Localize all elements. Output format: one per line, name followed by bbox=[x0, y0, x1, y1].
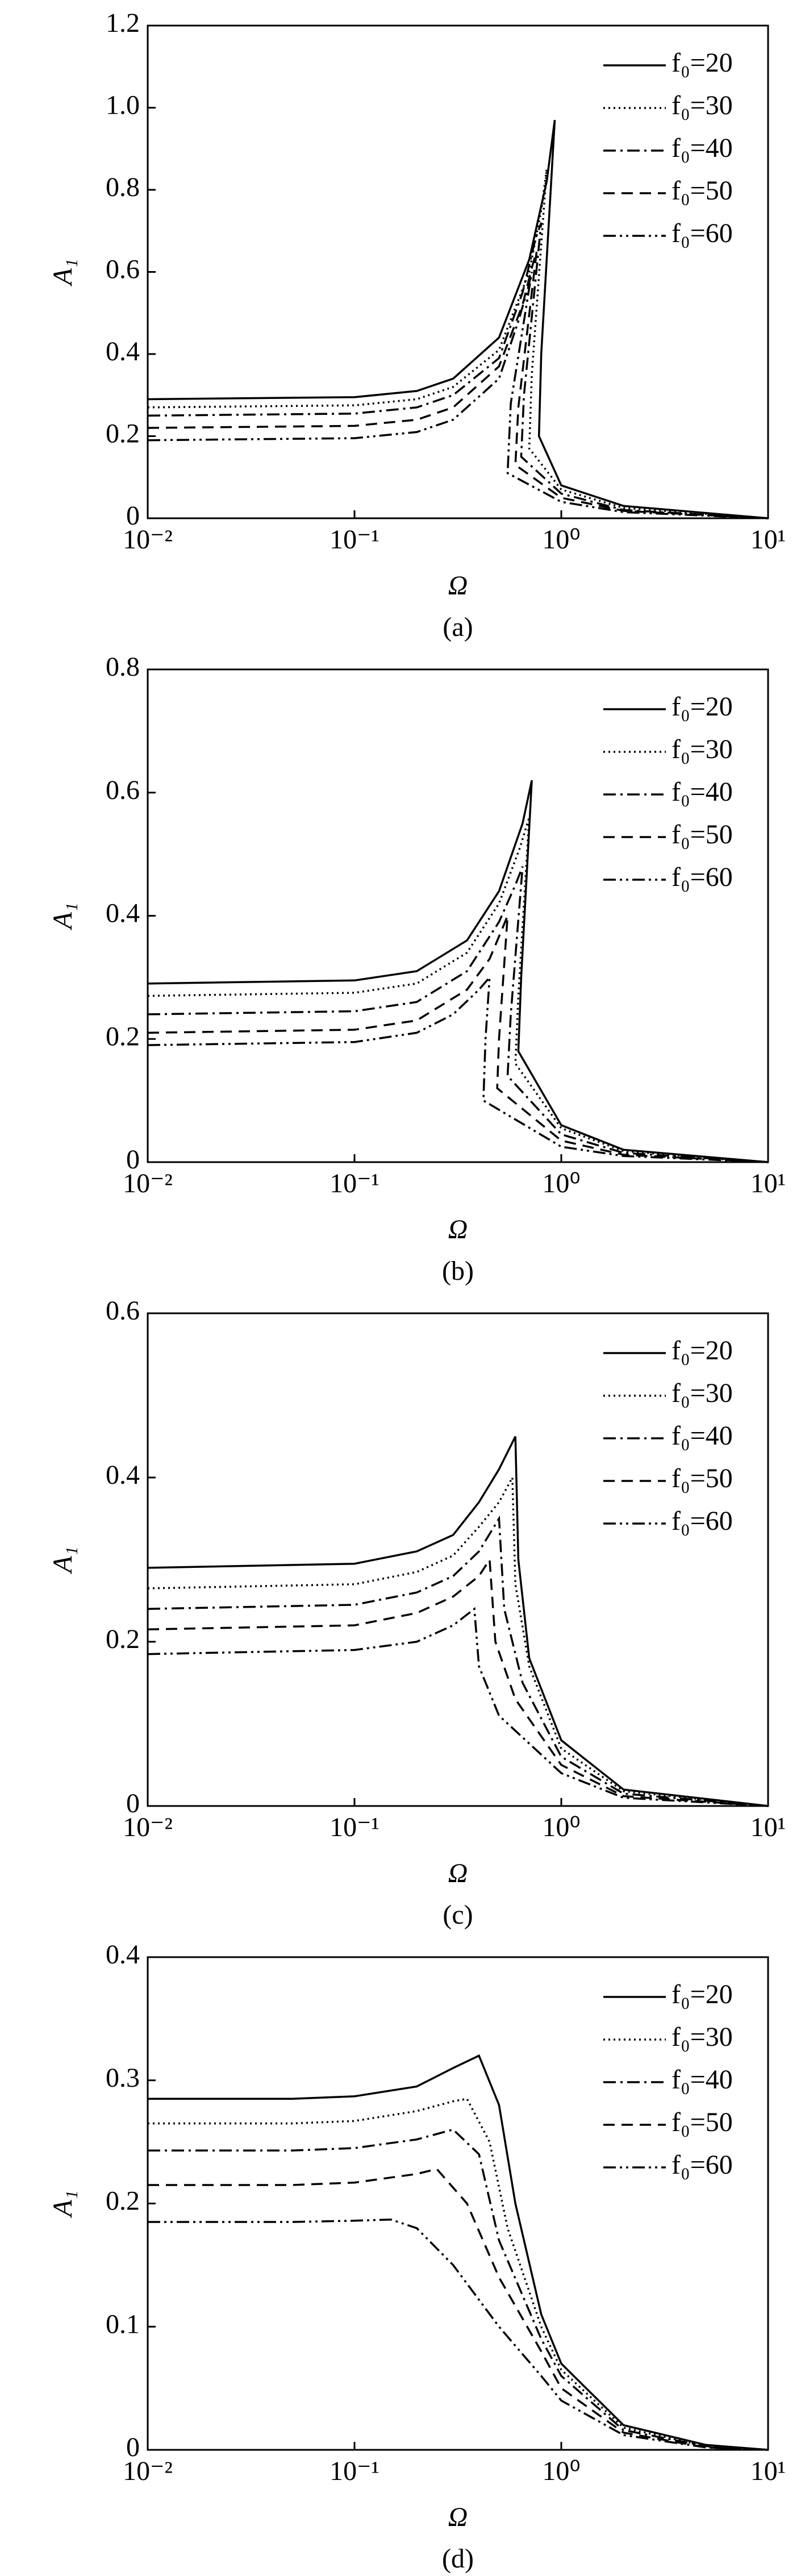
legend-label: f₀=20 bbox=[671, 692, 733, 722]
caption: (d) bbox=[442, 2544, 474, 2574]
series-line bbox=[147, 222, 769, 519]
series-line bbox=[147, 272, 769, 519]
x-tick-label: 10⁰ bbox=[542, 2456, 580, 2486]
series-line bbox=[147, 1557, 769, 1807]
series-line bbox=[147, 1436, 769, 1807]
y-axis-label: A₁ bbox=[48, 1546, 78, 1574]
x-tick-label: 10¹ bbox=[750, 2456, 786, 2486]
series-line bbox=[148, 2054, 769, 2451]
series-line bbox=[147, 780, 769, 1163]
chart-panel: 0 0.1 0.2 0.3 0.4 10⁻² 10⁻¹ 10⁰ 10¹ Ω A₁ (d) f₀=20 f₀… bbox=[48, 1940, 786, 2574]
series-line bbox=[148, 2218, 769, 2451]
y-tick-label: 0.6 bbox=[106, 775, 140, 805]
series-line bbox=[147, 119, 769, 519]
y-tick-label: 0.4 bbox=[106, 1940, 140, 1970]
caption: (b) bbox=[442, 1256, 474, 1286]
x-tick-label: 10⁻² bbox=[123, 1168, 173, 1198]
legend-label: f₀=30 bbox=[671, 90, 733, 120]
x-tick-label: 10⁻¹ bbox=[329, 1168, 379, 1198]
y-tick-label: 0.8 bbox=[106, 652, 140, 682]
series-line bbox=[148, 2128, 769, 2451]
legend-label: f₀=30 bbox=[671, 1378, 733, 1408]
x-tick-label: 10¹ bbox=[750, 1812, 786, 1842]
x-axis-label: Ω bbox=[448, 571, 468, 601]
x-axis-label: Ω bbox=[448, 1214, 468, 1245]
caption: (a) bbox=[443, 612, 473, 642]
legend-label: f₀=40 bbox=[671, 133, 733, 163]
y-tick-label: 1.2 bbox=[106, 8, 140, 38]
legend-label: f₀=50 bbox=[671, 2107, 733, 2137]
y-tick-label: 0 bbox=[126, 1788, 140, 1818]
y-tick-label: 0.2 bbox=[106, 1021, 140, 1051]
x-tick-label: 10⁻¹ bbox=[329, 2456, 379, 2486]
y-tick-label: 0.4 bbox=[106, 898, 140, 929]
legend-label: f₀=60 bbox=[671, 1506, 733, 1536]
y-tick-label: 0.6 bbox=[106, 255, 140, 285]
x-tick-label: 10¹ bbox=[750, 1168, 786, 1198]
legend-label: f₀=30 bbox=[671, 734, 733, 764]
x-tick-label: 10⁰ bbox=[542, 525, 580, 555]
series-line bbox=[147, 974, 769, 1163]
y-axis-label: A₁ bbox=[48, 259, 78, 286]
y-tick-label: 0.6 bbox=[106, 1296, 140, 1326]
x-axis-label: Ω bbox=[448, 1858, 468, 1888]
y-tick-label: 0.4 bbox=[106, 1460, 140, 1490]
series-line bbox=[147, 1607, 769, 1807]
legend-label: f₀=50 bbox=[671, 176, 733, 206]
x-tick-label: 10⁻² bbox=[123, 2456, 173, 2486]
y-axis-label: A₁ bbox=[48, 902, 78, 930]
series-line bbox=[147, 915, 769, 1163]
x-axis-label: Ω bbox=[448, 2502, 468, 2532]
y-tick-label: 0 bbox=[126, 501, 140, 531]
legend-label: f₀=40 bbox=[671, 777, 733, 807]
legend-label: f₀=30 bbox=[671, 2022, 733, 2052]
y-tick-label: 0 bbox=[126, 1145, 140, 1175]
series-line bbox=[148, 2167, 769, 2451]
legend-label: f₀=50 bbox=[671, 1463, 733, 1493]
series-line bbox=[147, 1515, 769, 1807]
x-tick-label: 10⁰ bbox=[542, 1168, 580, 1198]
series-line bbox=[147, 169, 769, 519]
x-tick-label: 10⁰ bbox=[542, 1812, 580, 1842]
chart-panel: 0 0.2 0.4 0.6 0.8 10⁻² 10⁻¹ 10⁰ 10¹ Ω A₁ (b) f₀=20 f₀… bbox=[48, 652, 786, 1286]
legend-label: f₀=50 bbox=[671, 819, 733, 850]
y-tick-label: 0.3 bbox=[106, 2063, 140, 2093]
series-line bbox=[147, 866, 769, 1163]
x-tick-label: 10⁻¹ bbox=[329, 525, 379, 555]
y-tick-label: 0.2 bbox=[106, 419, 140, 449]
x-tick-label: 10⁻² bbox=[123, 1812, 173, 1842]
y-tick-label: 0.2 bbox=[106, 2186, 140, 2216]
plot-frame bbox=[147, 1312, 769, 1807]
legend-label: f₀=40 bbox=[671, 2065, 733, 2095]
y-tick-label: 0.2 bbox=[106, 1624, 140, 1654]
y-tick-label: 1.0 bbox=[106, 90, 140, 120]
series-line bbox=[147, 251, 769, 519]
legend-label: f₀=60 bbox=[671, 218, 733, 248]
y-tick-label: 0 bbox=[126, 2432, 140, 2462]
x-tick-label: 10⁻¹ bbox=[329, 1812, 379, 1842]
legend-label: f₀=20 bbox=[671, 1979, 733, 2009]
legend-label: f₀=60 bbox=[671, 862, 733, 892]
legend-label: f₀=20 bbox=[671, 1335, 733, 1366]
y-tick-label: 0.8 bbox=[106, 172, 140, 202]
legend-label: f₀=20 bbox=[671, 48, 733, 78]
y-axis-label: A₁ bbox=[48, 2190, 78, 2218]
caption: (c) bbox=[443, 1900, 473, 1930]
x-tick-label: 10¹ bbox=[750, 525, 786, 555]
y-tick-label: 0.1 bbox=[106, 2309, 140, 2339]
x-tick-label: 10⁻² bbox=[123, 525, 173, 555]
chart-panel: 0 0.2 0.4 0.6 10⁻² 10⁻¹ 10⁰ 10¹ Ω A₁ (c) f₀=20 f₀=30… bbox=[48, 1296, 786, 1930]
chart-panel: 0 0.2 0.4 0.6 0.8 1.0 1.2 10⁻² 10⁻¹ 10⁰ 10¹ Ω A₁ (a) f… bbox=[48, 8, 786, 642]
legend-label: f₀=60 bbox=[671, 2150, 733, 2180]
series-line bbox=[147, 1474, 769, 1807]
y-tick-label: 0.4 bbox=[106, 336, 140, 367]
legend-label: f₀=40 bbox=[671, 1421, 733, 1451]
